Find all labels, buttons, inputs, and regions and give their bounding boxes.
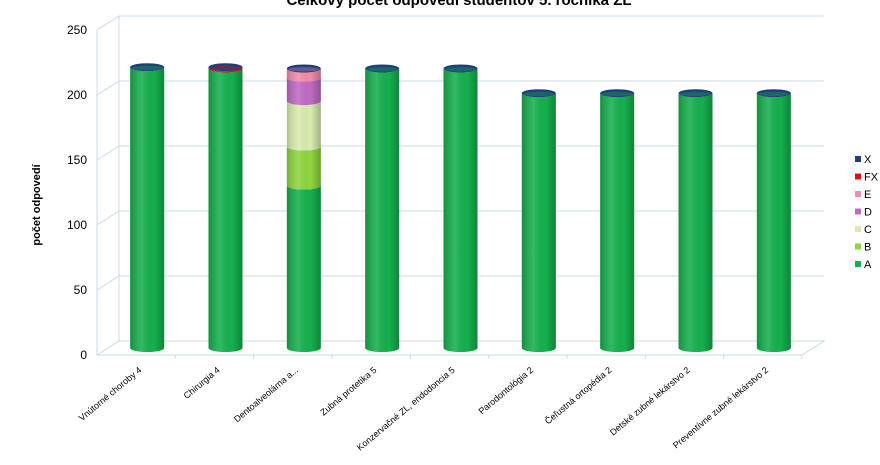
bar-top-cap-inner — [210, 65, 241, 71]
bar-top-cap — [365, 64, 400, 73]
bar-shading — [678, 93, 713, 352]
bar-shading — [286, 101, 321, 151]
x-tick-label: Dentoalveolárna a... — [232, 365, 300, 424]
bar-shading — [208, 68, 243, 352]
bar-top-cap — [521, 89, 556, 98]
bars — [130, 63, 791, 352]
legend-swatch-FX — [855, 173, 861, 180]
bar-shading — [286, 146, 321, 190]
legend-swatch-E — [855, 191, 861, 197]
y-tick-label: 0 — [80, 348, 87, 362]
legend-label-C: C — [864, 224, 872, 236]
legend-swatch-X — [855, 156, 861, 162]
y-tick-label: 50 — [74, 283, 88, 297]
bar-top-cap — [286, 64, 321, 73]
bar-shading — [521, 93, 556, 352]
x-tick-label: Vnútorné choroby 4 — [77, 365, 144, 423]
y-tick-label: 100 — [67, 218, 87, 232]
bar-shading — [600, 93, 635, 352]
legend-swatch-C — [855, 226, 861, 232]
x-tick-label: Čeľustná ortopédia 2 — [543, 365, 614, 426]
bar-shading — [208, 67, 243, 73]
legend-swatch-B — [855, 243, 861, 250]
bar-shading — [130, 67, 165, 352]
bar-top-cap-inner — [601, 91, 633, 97]
x-tick-label: Detské zubné lekárstvo 2 — [608, 365, 692, 438]
bar-top-cap-inner — [288, 67, 320, 72]
bar-top-cap-inner — [445, 67, 476, 72]
bar-top-cap — [208, 63, 243, 72]
legend-label-FX: FX — [864, 172, 879, 184]
bar-top-cap-inner — [680, 91, 711, 97]
y-tick-label: 200 — [67, 88, 87, 102]
y-axis-label: počet odpovedí — [31, 163, 43, 245]
legend-label-B: B — [864, 242, 871, 254]
bar-top-cap-inner — [366, 67, 398, 72]
bar-top-cap — [600, 89, 635, 98]
bar-top-cap — [130, 63, 165, 72]
x-tick-label: Chirurgia 4 — [182, 365, 222, 401]
bar-shading — [365, 68, 400, 352]
x-tick-labels: Vnútorné choroby 4 Chirurgia 4 Dentoalveol… — [77, 365, 770, 453]
bar-top-cap-inner — [758, 91, 790, 97]
gridline — [96, 15, 824, 31]
legend-label-A: A — [864, 259, 872, 271]
bar-shading — [756, 93, 791, 352]
bar-top-cap-inner — [131, 65, 163, 71]
bar-top-cap-inner — [523, 91, 555, 97]
legend-label-D: D — [864, 207, 872, 219]
chart-title: Celkový počet odpovedí študentov 5. ročn… — [286, 0, 631, 9]
y-tick-label: 250 — [67, 23, 87, 37]
x-tick-label: Zubná protetika 5 — [318, 365, 378, 418]
y-tick-label: 150 — [67, 153, 87, 167]
legend-swatch-D — [855, 208, 861, 215]
legend-label-X: X — [864, 154, 872, 166]
legend-swatch-A — [855, 261, 861, 267]
bar-shading — [286, 185, 321, 352]
bar-shading — [286, 68, 321, 82]
x-tick-label: Parodontológia 2 — [477, 365, 536, 416]
legend-label-E: E — [864, 189, 871, 201]
x-tick-label: Preventívne zubné lekárstvo 2 — [671, 365, 770, 450]
bar-shading — [286, 77, 321, 105]
bar-top-cap — [756, 89, 791, 98]
y-tick-labels: 0 50 100 150 200 250 — [67, 23, 87, 362]
bar-shading — [443, 68, 478, 352]
bar-top-cap — [443, 64, 478, 73]
bar-top-cap — [678, 89, 713, 98]
